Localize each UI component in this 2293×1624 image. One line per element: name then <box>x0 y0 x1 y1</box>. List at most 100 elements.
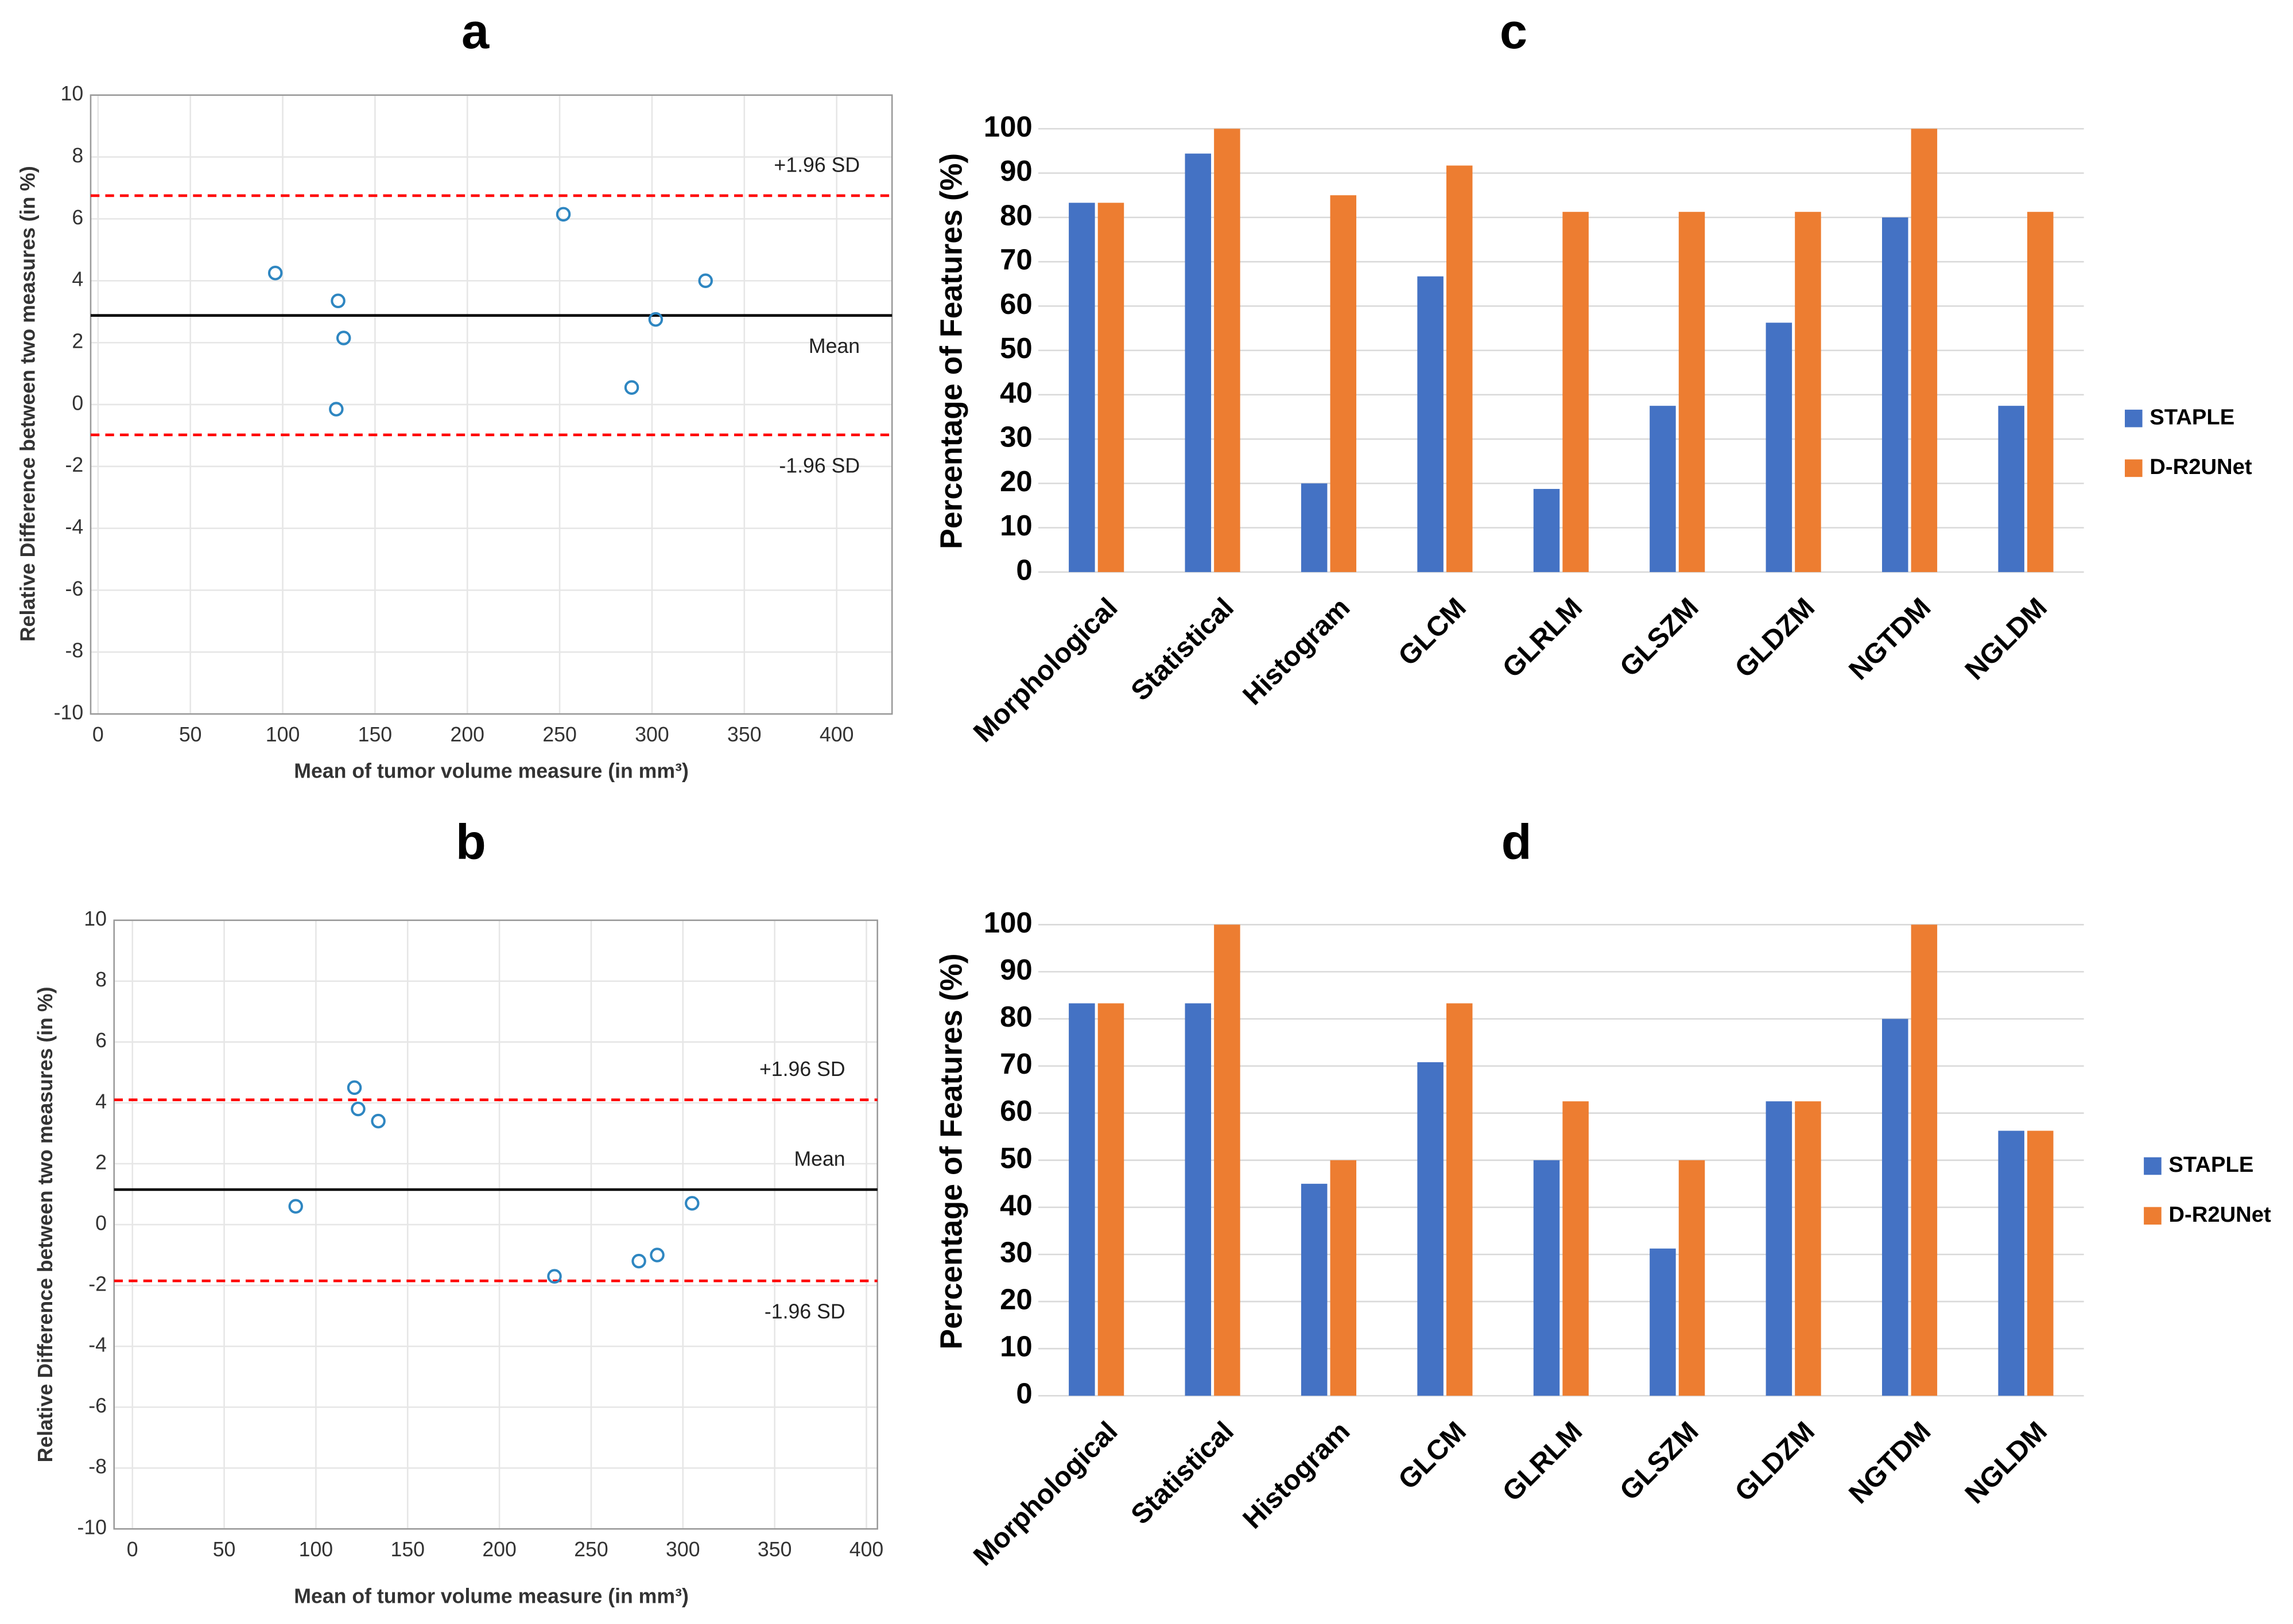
y-tick-label: 10 <box>1000 509 1033 542</box>
y-tick-label: 70 <box>1000 243 1033 276</box>
x-tick-label: 200 <box>450 723 484 746</box>
reference-label: -1.96 SD <box>779 454 860 477</box>
y-tick-label: 50 <box>1000 1141 1033 1174</box>
bar <box>1417 1062 1444 1396</box>
y-tick-label: 10 <box>84 907 107 930</box>
category-label: GLDZM <box>1729 592 1821 684</box>
bar <box>1650 1248 1676 1396</box>
legend-label: D-R2UNet <box>2150 454 2252 479</box>
legend-swatch <box>2124 409 2143 428</box>
data-point <box>650 1248 665 1262</box>
x-tick-label: 50 <box>213 1538 236 1561</box>
y-tick-label: 8 <box>95 968 107 991</box>
y-tick-label: 2 <box>95 1151 107 1174</box>
bar <box>1214 129 1240 572</box>
y-tick-label: 0 <box>1016 1377 1032 1410</box>
y-axis-label: Percentage of Features (%) <box>934 953 968 1349</box>
x-tick-label: 100 <box>299 1538 333 1561</box>
bar <box>1330 195 1357 572</box>
reference-label: Mean <box>794 1147 845 1170</box>
y-axis-label: Relative Difference between two measures… <box>16 166 39 642</box>
x-tick-label: 350 <box>727 723 762 746</box>
bar <box>1998 406 2024 572</box>
bar <box>1069 1003 1095 1396</box>
x-tick-label: 300 <box>666 1538 700 1561</box>
y-tick-label: -2 <box>65 453 84 476</box>
y-tick-label: 50 <box>1000 332 1033 364</box>
bar <box>1678 212 1705 572</box>
bar <box>1301 1183 1328 1396</box>
bar <box>2027 1130 2054 1396</box>
y-tick-label: -6 <box>88 1394 107 1417</box>
y-tick-label: -8 <box>65 639 84 662</box>
y-tick-label: 80 <box>1000 1000 1033 1033</box>
bar <box>1678 1160 1705 1396</box>
category-label: GLRLM <box>1496 1416 1588 1508</box>
category-label: NGLDM <box>1959 1416 2053 1510</box>
x-tick-label: 200 <box>482 1538 517 1561</box>
data-point <box>336 331 351 345</box>
y-tick-label: 4 <box>95 1090 107 1113</box>
y-tick-label: -6 <box>65 577 84 600</box>
y-tick-label: 80 <box>1000 199 1033 231</box>
bar <box>1650 406 1676 572</box>
y-tick-label: -10 <box>54 701 84 724</box>
category-label: NGTDM <box>1843 1416 1937 1510</box>
bar <box>1881 1019 1908 1396</box>
data-point <box>351 1101 366 1117</box>
category-label: GLDZM <box>1729 1416 1821 1508</box>
y-tick-label: -10 <box>77 1516 107 1539</box>
legend-label: STAPLE <box>2150 405 2234 429</box>
y-tick-label: 4 <box>72 268 83 291</box>
bar <box>1069 203 1095 572</box>
bar <box>1097 1003 1124 1396</box>
data-point <box>331 293 346 309</box>
y-tick-label: 60 <box>1000 287 1033 320</box>
y-tick-label: -4 <box>65 515 84 538</box>
y-tick-label: -4 <box>88 1334 107 1357</box>
reference-label: -1.96 SD <box>765 1300 845 1323</box>
bar <box>1998 1130 2024 1396</box>
bar <box>1911 129 1938 572</box>
x-tick-label: 400 <box>849 1538 884 1561</box>
x-tick-label: 400 <box>820 723 854 746</box>
y-tick-label: 8 <box>72 144 83 167</box>
bar <box>1795 1101 1821 1396</box>
legend-label: STAPLE <box>2168 1152 2253 1177</box>
bar <box>1533 1160 1560 1396</box>
y-tick-label: 10 <box>61 82 84 105</box>
y-tick-label: 30 <box>1000 421 1033 453</box>
data-point <box>631 1253 646 1269</box>
chart-title: a <box>461 4 490 59</box>
data-point <box>347 1080 362 1095</box>
bar <box>1533 489 1560 572</box>
bar <box>1795 212 1821 572</box>
category-label: GLRLM <box>1496 592 1588 684</box>
category-label: Histogram <box>1237 592 1356 712</box>
x-tick-label: 250 <box>542 723 577 746</box>
reference-label: Mean <box>809 335 860 358</box>
chart-title: d <box>1501 815 1532 870</box>
bar <box>1446 165 1473 572</box>
bar <box>1562 212 1589 572</box>
bar <box>1417 276 1444 572</box>
x-axis-label: Mean of tumor volume measure (in mm³) <box>294 1585 689 1608</box>
bar <box>1185 153 1212 572</box>
legend-swatch <box>2124 459 2143 477</box>
bar <box>2027 212 2054 572</box>
reference-label: +1.96 SD <box>759 1058 845 1081</box>
y-tick-label: 0 <box>95 1211 107 1234</box>
bar <box>1881 217 1908 572</box>
chart-title: b <box>456 815 486 870</box>
y-tick-label: 0 <box>1016 553 1032 586</box>
category-label: Statistical <box>1125 1416 1240 1530</box>
data-point <box>648 312 664 327</box>
y-tick-label: 40 <box>1000 1188 1033 1221</box>
plot-frame <box>113 919 878 1530</box>
category-label: Morphological <box>968 1416 1124 1572</box>
bar <box>1330 1160 1357 1396</box>
plot-frame <box>90 94 893 715</box>
bar <box>1185 1003 1212 1396</box>
